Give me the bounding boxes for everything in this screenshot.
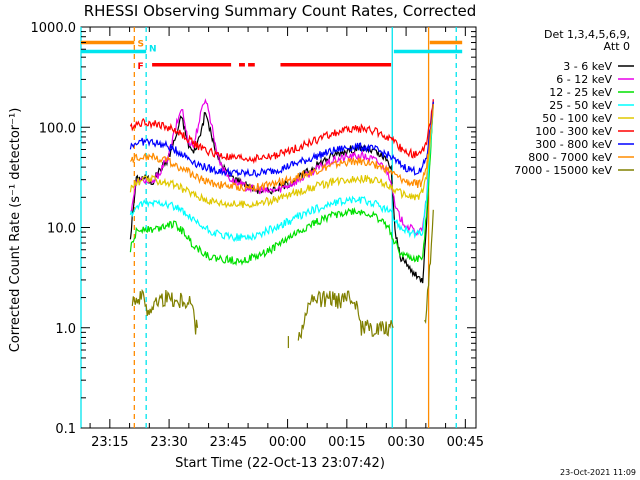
series-line-25-50-kev	[129, 104, 434, 243]
legend-header: Att 0	[604, 40, 630, 53]
y-axis: 0.1 1.0 10.0 100.0 1000.0	[31, 21, 476, 437]
flag-label-F: F	[137, 62, 143, 72]
x-tick-label: 23:15	[91, 435, 128, 450]
x-tick-label: 00:15	[328, 435, 365, 450]
flag-label-N: N	[149, 44, 157, 54]
legend-label: 800 - 7000 keV	[528, 151, 612, 164]
series-line-100-300-kev	[129, 99, 434, 165]
y-tick-label: 10.0	[47, 222, 76, 237]
x-tick-label: 23:30	[150, 435, 187, 450]
chart-title: RHESSI Observing Summary Count Rates, Co…	[84, 2, 477, 20]
legend-label: 300 - 800 keV	[535, 138, 612, 151]
series-line-7000-15000-kev	[131, 288, 199, 335]
legend-label: 6 - 12 keV	[556, 73, 612, 86]
y-tick-label: 1000.0	[31, 21, 77, 36]
y-axis-label: Corrected Count Rate (s⁻¹ detector⁻¹)	[8, 108, 23, 353]
x-tick-label: 00:00	[269, 435, 306, 450]
x-axis: 23:15 23:30 23:45 00:00 00:15 00:30 00:45	[89, 27, 484, 450]
series-line-7000-15000-kev	[424, 209, 434, 325]
legend-label: 50 - 100 keV	[542, 112, 612, 125]
series-line-800-7000-kev	[129, 104, 434, 192]
x-axis-label: Start Time (22-Oct-13 23:07:42)	[175, 456, 385, 471]
legend-header: Det 1,3,4,5,6,9,	[544, 28, 630, 41]
y-tick-label: 100.0	[39, 121, 76, 136]
x-tick-label: 00:45	[447, 435, 484, 450]
legend-label: 12 - 25 keV	[549, 86, 612, 99]
legend-label: 3 - 6 keV	[563, 60, 612, 73]
legend-label: 7000 - 15000 keV	[514, 164, 612, 177]
legend-label: 100 - 300 keV	[535, 125, 612, 138]
x-tick-label: 00:30	[387, 435, 424, 450]
y-tick-label: 1.0	[55, 322, 76, 337]
x-tick-label: 23:45	[210, 435, 247, 450]
plot-area: S NF	[80, 26, 477, 429]
flag-label-S: S	[137, 40, 143, 50]
series-line-300-800-kev	[129, 101, 434, 178]
timestamp-label: 23-Oct-2021 11:09	[560, 468, 636, 477]
series-line-12-25-kev	[129, 104, 434, 267]
legend-label: 25 - 50 keV	[549, 99, 612, 112]
series-line-7000-15000-kev	[297, 290, 394, 341]
series-line-50-100-kev	[129, 104, 434, 209]
y-tick-label: 0.1	[55, 422, 76, 437]
series-line-6-12-kev	[130, 98, 434, 236]
